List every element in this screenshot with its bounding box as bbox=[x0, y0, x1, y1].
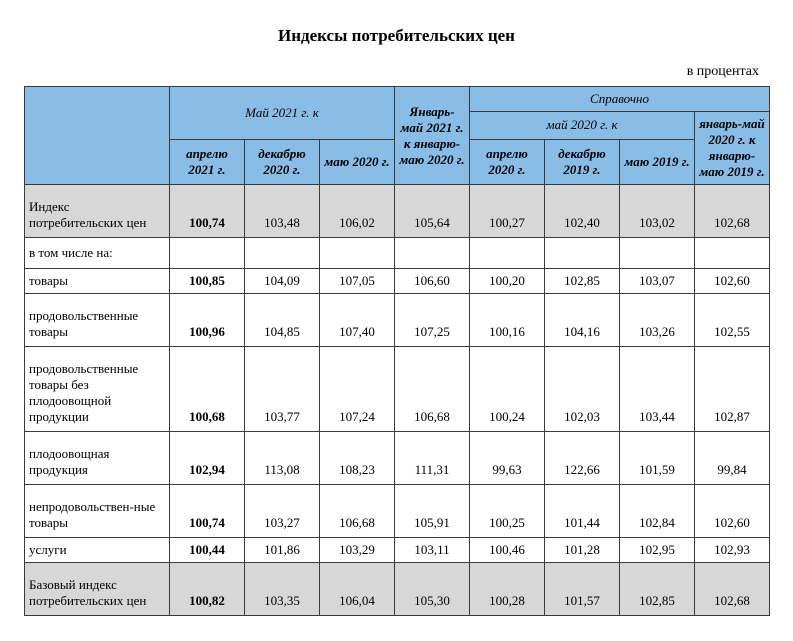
cell-value: 101,59 bbox=[620, 432, 695, 485]
cell-value: 106,04 bbox=[320, 563, 395, 616]
header-col1: апрелю 2021 г. bbox=[170, 139, 245, 184]
cell-value: 102,95 bbox=[620, 538, 695, 563]
cell-value: 103,29 bbox=[320, 538, 395, 563]
header-janmay2020: январь-май 2020 г. к январю-маю 2019 г. bbox=[695, 112, 770, 185]
row-veg: плодоовощная продукция 102,94 113,08 108… bbox=[25, 432, 770, 485]
cell-value: 100,16 bbox=[470, 294, 545, 347]
cell-value: 102,84 bbox=[620, 485, 695, 538]
header-col3: маю 2020 г. bbox=[320, 139, 395, 184]
cell-value: 105,30 bbox=[395, 563, 470, 616]
cell-value: 102,40 bbox=[545, 185, 620, 238]
cell-value: 100,28 bbox=[470, 563, 545, 616]
cell-value: 102,60 bbox=[695, 485, 770, 538]
header-blank bbox=[25, 87, 170, 185]
cell-value: 108,23 bbox=[320, 432, 395, 485]
header-col2: декабрю 2020 г. bbox=[245, 139, 320, 184]
header-col5: апрелю 2020 г. bbox=[470, 139, 545, 184]
cell-value: 102,55 bbox=[695, 294, 770, 347]
cell-value: 102,03 bbox=[545, 347, 620, 432]
cell-value: 100,74 bbox=[170, 485, 245, 538]
cell-value: 103,26 bbox=[620, 294, 695, 347]
cell-value: 103,07 bbox=[620, 269, 695, 294]
row-food: продовольственные товары 100,96 104,85 1… bbox=[25, 294, 770, 347]
cell-value: 102,68 bbox=[695, 185, 770, 238]
cell-value: 103,44 bbox=[620, 347, 695, 432]
row-goods: товары 100,85 104,09 107,05 106,60 100,2… bbox=[25, 269, 770, 294]
header-janmay2021: Январь-май 2021 г. к январю-маю 2020 г. bbox=[395, 87, 470, 185]
cell-value: 105,91 bbox=[395, 485, 470, 538]
cell-value: 101,86 bbox=[245, 538, 320, 563]
cell-value: 103,27 bbox=[245, 485, 320, 538]
header-ref: Справочно bbox=[470, 87, 770, 112]
cell-value: 101,44 bbox=[545, 485, 620, 538]
cell-value: 106,60 bbox=[395, 269, 470, 294]
cell-value: 103,35 bbox=[245, 563, 320, 616]
cell-value: 101,28 bbox=[545, 538, 620, 563]
row-services: услуги 100,44 101,86 103,29 103,11 100,4… bbox=[25, 538, 770, 563]
cell-value: 102,87 bbox=[695, 347, 770, 432]
unit-label: в процентах bbox=[24, 64, 759, 80]
row-food-ex-veg: продовольственные товары без плодоовощно… bbox=[25, 347, 770, 432]
cell-value: 107,25 bbox=[395, 294, 470, 347]
cell-value: 107,05 bbox=[320, 269, 395, 294]
cell-value: 100,74 bbox=[170, 185, 245, 238]
cell-value: 102,93 bbox=[695, 538, 770, 563]
cell-value: 113,08 bbox=[245, 432, 320, 485]
cell-value: 106,02 bbox=[320, 185, 395, 238]
cell-label: продовольственные товары без плодоовощно… bbox=[25, 347, 170, 432]
cell-value: 111,31 bbox=[395, 432, 470, 485]
page-title: Индексы потребительских цен bbox=[24, 26, 769, 46]
cell-value: 100,20 bbox=[470, 269, 545, 294]
cell-label: в том числе на: bbox=[25, 238, 170, 269]
cell-value: 99,84 bbox=[695, 432, 770, 485]
cell-value: 104,09 bbox=[245, 269, 320, 294]
row-sublabel: в том числе на: bbox=[25, 238, 770, 269]
cell-value: 122,66 bbox=[545, 432, 620, 485]
cell-value: 100,27 bbox=[470, 185, 545, 238]
cell-value: 100,25 bbox=[470, 485, 545, 538]
row-nonfood: непродовольствен-ные товары 100,74 103,2… bbox=[25, 485, 770, 538]
cell-value: 100,82 bbox=[170, 563, 245, 616]
cell-label: плодоовощная продукция bbox=[25, 432, 170, 485]
cell-value: 107,24 bbox=[320, 347, 395, 432]
cell-value: 100,24 bbox=[470, 347, 545, 432]
header-may2020: май 2020 г. к bbox=[470, 112, 695, 140]
cell-value: 104,16 bbox=[545, 294, 620, 347]
cell-value: 107,40 bbox=[320, 294, 395, 347]
cell-value: 102,85 bbox=[545, 269, 620, 294]
cell-value: 102,60 bbox=[695, 269, 770, 294]
cell-value: 100,44 bbox=[170, 538, 245, 563]
cell-value: 106,68 bbox=[320, 485, 395, 538]
cell-label: непродовольствен-ные товары bbox=[25, 485, 170, 538]
cell-value: 106,68 bbox=[395, 347, 470, 432]
cell-value: 102,85 bbox=[620, 563, 695, 616]
row-cpi: Индекс потребительских цен 100,74 103,48… bbox=[25, 185, 770, 238]
cell-label: товары bbox=[25, 269, 170, 294]
cell-value: 104,85 bbox=[245, 294, 320, 347]
header-may2021: Май 2021 г. к bbox=[170, 87, 395, 140]
cpi-table: Май 2021 г. к Январь-май 2021 г. к январ… bbox=[24, 86, 770, 616]
cell-value: 102,94 bbox=[170, 432, 245, 485]
cell-value: 100,68 bbox=[170, 347, 245, 432]
cell-value: 105,64 bbox=[395, 185, 470, 238]
cell-value: 103,77 bbox=[245, 347, 320, 432]
cell-value: 103,02 bbox=[620, 185, 695, 238]
cell-value: 99,63 bbox=[470, 432, 545, 485]
row-core: Базовый индекс потребительских цен 100,8… bbox=[25, 563, 770, 616]
cell-value: 100,96 bbox=[170, 294, 245, 347]
cell-value: 103,48 bbox=[245, 185, 320, 238]
cell-label: Индекс потребительских цен bbox=[25, 185, 170, 238]
header-col6: декабрю 2019 г. bbox=[545, 139, 620, 184]
header-col7: маю 2019 г. bbox=[620, 139, 695, 184]
cell-value: 100,46 bbox=[470, 538, 545, 563]
cell-label: продовольственные товары bbox=[25, 294, 170, 347]
cell-value: 102,68 bbox=[695, 563, 770, 616]
cell-value: 100,85 bbox=[170, 269, 245, 294]
cell-label: Базовый индекс потребительских цен bbox=[25, 563, 170, 616]
cell-value: 101,57 bbox=[545, 563, 620, 616]
cell-label: услуги bbox=[25, 538, 170, 563]
cell-value: 103,11 bbox=[395, 538, 470, 563]
